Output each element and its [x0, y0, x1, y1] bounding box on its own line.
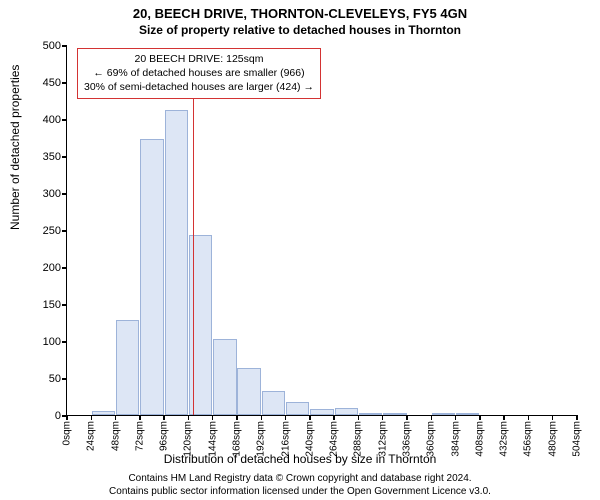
attribution-line-2: Contains public sector information licen…	[0, 486, 600, 499]
y-tick-mark	[62, 119, 67, 121]
x-axis-label: Distribution of detached houses by size …	[0, 452, 600, 466]
x-tick-mark	[406, 415, 408, 420]
x-tick-mark	[382, 415, 384, 420]
y-tick-label: 100	[43, 336, 61, 348]
y-tick-mark	[62, 230, 67, 232]
y-axis-label: Number of detached properties	[8, 65, 22, 230]
y-tick-mark	[62, 378, 67, 380]
x-tick-mark	[139, 415, 141, 420]
histogram-bar	[456, 413, 479, 415]
annotation-line: ← 69% of detached houses are smaller (96…	[84, 66, 314, 80]
x-tick-label: 0sqm	[62, 421, 73, 445]
y-tick-label: 350	[43, 151, 61, 163]
x-tick-mark	[66, 415, 68, 420]
x-tick-label: 72sqm	[134, 421, 145, 451]
y-tick-label: 500	[43, 40, 61, 52]
attribution-text: Contains HM Land Registry data © Crown c…	[0, 473, 600, 498]
annotation-box: 20 BEECH DRIVE: 125sqm← 69% of detached …	[77, 48, 321, 99]
y-tick-mark	[62, 341, 67, 343]
x-tick-mark	[115, 415, 117, 420]
page-subtitle: Size of property relative to detached ho…	[0, 21, 600, 37]
attribution-line-1: Contains HM Land Registry data © Crown c…	[0, 473, 600, 486]
y-tick-mark	[62, 82, 67, 84]
annotation-line: 20 BEECH DRIVE: 125sqm	[84, 52, 314, 66]
x-tick-mark	[91, 415, 93, 420]
x-tick-label: 24sqm	[86, 421, 97, 451]
histogram-bar	[213, 339, 236, 415]
histogram-bar	[92, 411, 115, 415]
histogram-bar	[359, 413, 382, 415]
marker-line	[193, 83, 195, 415]
y-tick-label: 200	[43, 262, 61, 274]
x-tick-label: 96sqm	[159, 421, 170, 451]
page-title: 20, BEECH DRIVE, THORNTON-CLEVELEYS, FY5…	[0, 0, 600, 21]
histogram-chart: 0501001502002503003504004505000sqm24sqm4…	[66, 46, 576, 416]
x-tick-mark	[479, 415, 481, 420]
histogram-bar	[237, 368, 260, 415]
x-tick-mark	[163, 415, 165, 420]
x-tick-mark	[431, 415, 433, 420]
x-tick-mark	[358, 415, 360, 420]
histogram-bar	[116, 320, 139, 415]
y-tick-mark	[62, 45, 67, 47]
x-tick-mark	[285, 415, 287, 420]
y-tick-label: 50	[49, 373, 61, 385]
x-tick-mark	[503, 415, 505, 420]
y-tick-label: 400	[43, 114, 61, 126]
x-tick-mark	[309, 415, 311, 420]
x-tick-mark	[333, 415, 335, 420]
x-tick-mark	[212, 415, 214, 420]
histogram-bar	[165, 110, 188, 415]
y-tick-label: 0	[55, 410, 61, 422]
histogram-bar	[383, 413, 406, 415]
x-tick-label: 48sqm	[110, 421, 121, 451]
annotation-line: 30% of semi-detached houses are larger (…	[84, 80, 314, 94]
y-tick-label: 250	[43, 225, 61, 237]
histogram-bar	[432, 413, 455, 415]
histogram-bar	[262, 391, 285, 415]
histogram-bar	[140, 139, 163, 415]
histogram-bar	[310, 409, 333, 415]
x-tick-mark	[528, 415, 530, 420]
y-tick-mark	[62, 156, 67, 158]
y-tick-label: 300	[43, 188, 61, 200]
y-tick-label: 150	[43, 299, 61, 311]
y-tick-mark	[62, 304, 67, 306]
y-tick-mark	[62, 193, 67, 195]
x-tick-mark	[261, 415, 263, 420]
y-tick-label: 450	[43, 77, 61, 89]
x-tick-mark	[576, 415, 578, 420]
x-tick-mark	[236, 415, 238, 420]
x-tick-mark	[455, 415, 457, 420]
x-tick-mark	[552, 415, 554, 420]
histogram-bar	[286, 402, 309, 415]
histogram-bar	[335, 408, 358, 415]
y-tick-mark	[62, 267, 67, 269]
x-tick-mark	[188, 415, 190, 420]
